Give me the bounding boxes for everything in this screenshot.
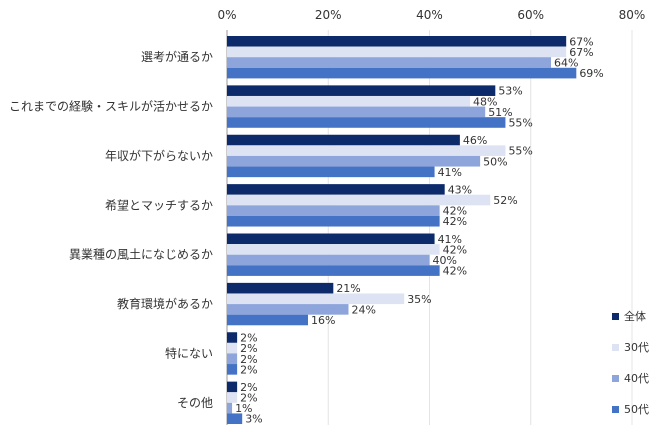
- bar: [227, 36, 567, 47]
- bar: [227, 166, 435, 178]
- data-label: 2%: [240, 342, 257, 355]
- data-label: 42%: [443, 205, 467, 218]
- data-label: 2%: [240, 363, 257, 376]
- data-label: 2%: [240, 381, 257, 394]
- data-label: 55%: [508, 145, 532, 158]
- x-tick-label: 60%: [517, 8, 544, 22]
- bar: [227, 205, 440, 216]
- legend-swatch: [612, 313, 619, 320]
- legend: 全体 30代 40代 50代: [612, 309, 649, 416]
- bar: [227, 332, 238, 343]
- bar: [227, 265, 440, 276]
- data-label: 42%: [443, 265, 467, 278]
- bar: [227, 184, 445, 195]
- bar: [227, 46, 567, 58]
- data-label: 52%: [493, 194, 517, 207]
- bar: [227, 413, 243, 425]
- category-label: これまでの経験・スキルが活かせるか: [9, 99, 213, 114]
- legend-label: 全体: [624, 309, 646, 323]
- bar: [227, 364, 238, 375]
- data-label: 67%: [569, 35, 593, 48]
- bar: [227, 145, 506, 156]
- bar: [227, 254, 430, 266]
- legend-swatch: [612, 344, 619, 351]
- category-label: 特にない: [165, 345, 213, 360]
- bar: [227, 402, 233, 414]
- bar: [227, 304, 349, 315]
- data-label: 53%: [498, 85, 522, 98]
- data-label: 2%: [240, 392, 257, 405]
- bar: [227, 155, 481, 167]
- bar: [227, 314, 308, 326]
- category-label: 異業種の風土になじめるか: [69, 248, 213, 262]
- bar: [227, 233, 435, 245]
- bars: [227, 36, 577, 425]
- legend-label: 30代: [624, 341, 649, 354]
- data-label: 64%: [554, 57, 578, 70]
- data-label: 51%: [488, 106, 512, 119]
- bar: [227, 95, 470, 107]
- data-label: 41%: [438, 166, 462, 179]
- x-tick-label: 20%: [315, 8, 342, 22]
- category-label: その他: [177, 396, 213, 410]
- data-label: 2%: [240, 353, 257, 366]
- data-label: 42%: [443, 215, 467, 228]
- bar: [227, 353, 238, 365]
- bar: [227, 106, 486, 118]
- bar: [227, 134, 460, 146]
- x-tick-label: 40%: [416, 8, 443, 22]
- x-tick-label: 0%: [217, 8, 236, 22]
- bar: [227, 282, 334, 294]
- data-label: 48%: [473, 95, 497, 108]
- category-label: 選考が通るか: [141, 49, 213, 64]
- data-label: 16%: [311, 314, 335, 327]
- legend-label: 50代: [624, 403, 649, 416]
- data-label: 24%: [352, 303, 376, 316]
- data-label: 3%: [245, 413, 262, 426]
- data-label: 40%: [433, 254, 457, 267]
- data-label: 41%: [438, 233, 462, 246]
- x-tick-label: 80%: [619, 8, 646, 22]
- data-label: 43%: [448, 183, 472, 196]
- data-label: 21%: [336, 282, 360, 295]
- category-labels: 選考が通るかこれまでの経験・スキルが活かせるか年収が下がらないか希望とマッチする…: [9, 49, 213, 410]
- category-label: 教育環境があるか: [117, 296, 213, 311]
- data-label: 67%: [569, 46, 593, 59]
- legend-swatch: [612, 375, 619, 382]
- x-axis-ticks: 0% 20% 40% 60% 80%: [217, 8, 645, 22]
- data-label: 50%: [483, 155, 507, 168]
- bar: [227, 244, 440, 255]
- data-label: 1%: [235, 402, 252, 415]
- bar: [227, 215, 440, 227]
- legend-swatch: [612, 406, 619, 413]
- category-label: 希望とマッチするか: [105, 197, 213, 212]
- legend-label: 40代: [624, 372, 649, 385]
- data-label: 42%: [443, 243, 467, 256]
- bar: [227, 194, 491, 206]
- data-label: 69%: [579, 67, 603, 80]
- bar: [227, 293, 405, 305]
- bar: [227, 57, 551, 68]
- bar: [227, 117, 506, 128]
- bar: [227, 381, 238, 393]
- data-label: 46%: [463, 134, 487, 147]
- bar: [227, 392, 238, 403]
- bar: [227, 85, 496, 96]
- bar: [227, 67, 577, 79]
- category-label: 年収が下がらないか: [105, 148, 213, 163]
- data-label: 55%: [508, 116, 532, 129]
- bar: [227, 342, 238, 354]
- data-labels: 67%67%64%69%53%48%51%55%46%55%50%41%43%5…: [235, 35, 604, 425]
- data-label: 2%: [240, 332, 257, 345]
- data-label: 35%: [407, 293, 431, 306]
